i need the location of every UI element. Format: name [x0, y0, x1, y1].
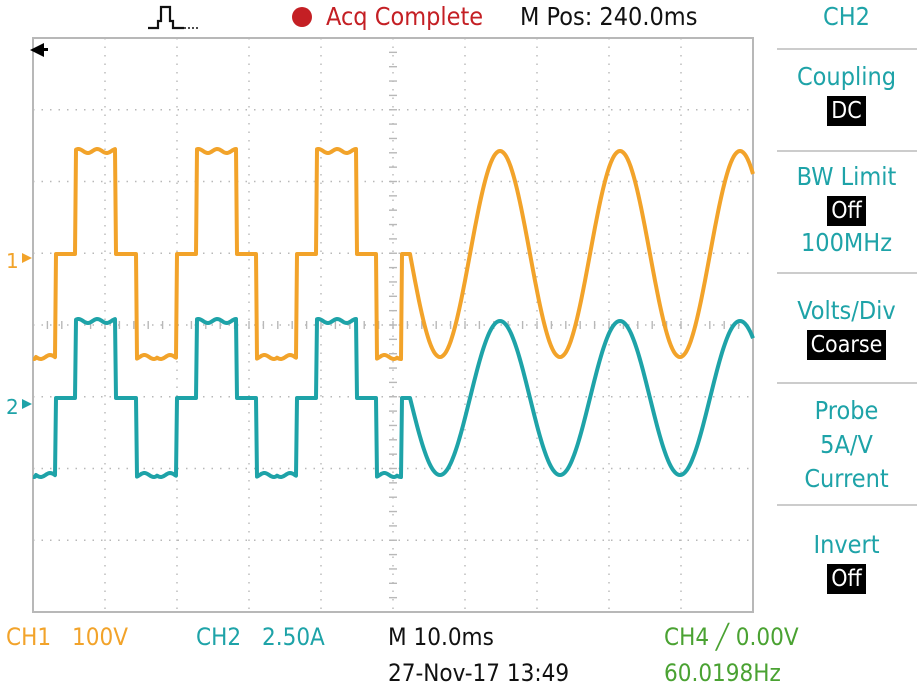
probe-label: Probe	[814, 396, 879, 425]
trigger-readout: CH4 ╱ 0.00V	[664, 623, 799, 651]
menu-divider	[777, 150, 917, 152]
probe-button[interactable]: Probe 5A/V Current	[771, 394, 922, 496]
coupling-label: Coupling	[796, 62, 897, 91]
menu-divider	[777, 382, 917, 384]
coupling-button[interactable]: Coupling DC	[771, 60, 922, 126]
graticule	[32, 37, 754, 613]
waveform-display: 1 2	[6, 37, 755, 613]
acquisition-status: Acq Complete	[326, 2, 484, 31]
menu-divider	[777, 504, 917, 506]
ch2-waveform	[32, 317, 755, 479]
menu-title: CH2	[823, 2, 870, 31]
ch1-label: CH1	[6, 623, 52, 651]
volts-div-value: Coarse	[806, 330, 887, 360]
ch1-scale: 100V	[72, 623, 128, 651]
probe-type: Current	[804, 464, 889, 493]
menu-divider	[777, 48, 917, 50]
date-time-readout: 27-Nov-17 13:49	[388, 659, 570, 687]
trigger-position-arrow-icon	[30, 43, 48, 57]
svg-text:2: 2	[6, 395, 19, 419]
ch2-scale: 2.50A	[262, 623, 325, 651]
svg-text:1: 1	[6, 249, 19, 273]
invert-label: Invert	[813, 530, 880, 559]
invert-value: Off	[827, 564, 866, 594]
probe-ratio: 5A/V	[820, 430, 873, 459]
volts-div-label: Volts/Div	[797, 296, 896, 325]
bw-limit-frequency: 100MHz	[800, 228, 893, 257]
bw-limit-button[interactable]: BW Limit Off 100MHz	[771, 160, 922, 260]
ch1-waveform	[32, 147, 755, 361]
coupling-value: DC	[827, 96, 866, 126]
trigger-pulse-icon	[148, 5, 198, 30]
top-status-bar: Acq Complete M Pos: 240.0ms	[0, 0, 770, 36]
volts-div-button[interactable]: Volts/Div Coarse	[771, 294, 922, 360]
timebase-readout: M 10.0ms	[388, 623, 494, 651]
ch2-ground-marker: 2	[6, 395, 32, 419]
channel-menu: CH2 Coupling DC BW Limit Off 100MHz Volt…	[771, 0, 922, 620]
ch2-label: CH2	[196, 623, 242, 651]
ch1-ground-marker: 1	[6, 249, 32, 273]
horizontal-position-readout: M Pos: 240.0ms	[520, 2, 698, 31]
acquisition-status-indicator	[292, 7, 312, 27]
frequency-readout: 60.0198Hz	[664, 659, 781, 687]
menu-divider	[777, 272, 917, 274]
bw-limit-value: Off	[827, 196, 866, 226]
invert-button[interactable]: Invert Off	[771, 528, 922, 594]
bw-limit-label: BW Limit	[796, 162, 897, 191]
